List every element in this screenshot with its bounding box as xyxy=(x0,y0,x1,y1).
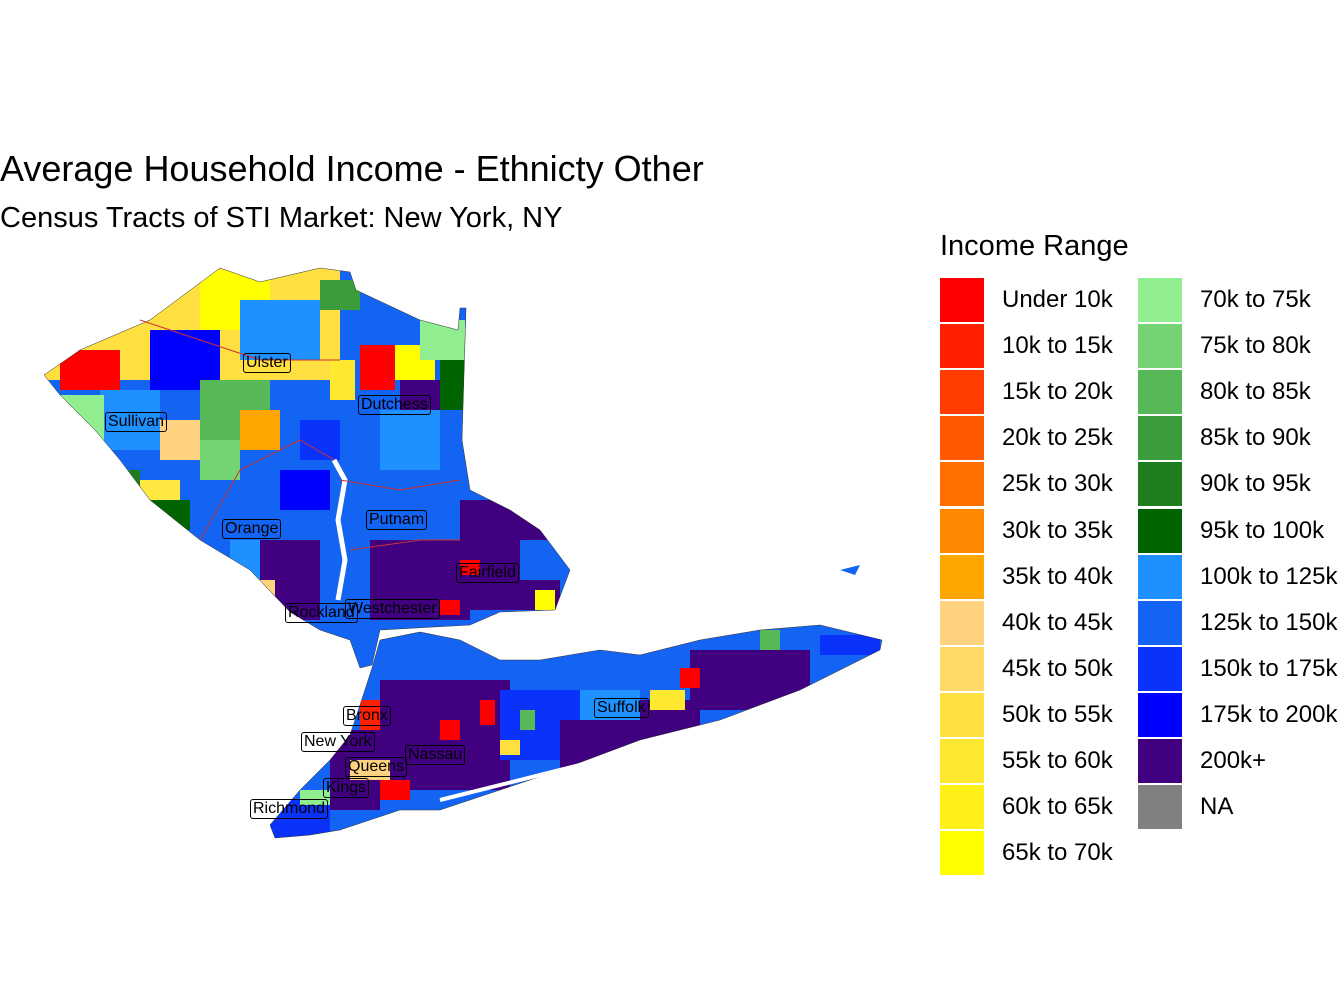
legend-label: NA xyxy=(1200,793,1234,821)
legend-item: 85k to 90k xyxy=(1138,415,1311,461)
legend-label: 80k to 85k xyxy=(1200,378,1311,406)
legend-item: 200k+ xyxy=(1138,738,1266,784)
legend-label: 85k to 90k xyxy=(1200,424,1311,452)
legend-swatch xyxy=(940,508,984,553)
legend-label: 125k to 150k xyxy=(1200,608,1338,636)
legend-swatch xyxy=(1138,554,1182,599)
legend-label: 25k to 30k xyxy=(1002,470,1113,498)
legend-item: 15k to 20k xyxy=(940,369,1113,415)
legend-item: 70k to 75k xyxy=(1138,277,1311,323)
legend-item: 50k to 55k xyxy=(940,692,1113,738)
county-label-new-york: New York xyxy=(301,732,375,752)
legend-item: 55k to 60k xyxy=(940,738,1113,784)
county-label-westchester: Westchester xyxy=(345,599,440,619)
legend-item: 65k to 70k xyxy=(940,830,1113,876)
county-label-ulster: Ulster xyxy=(243,353,291,373)
county-label-richmond: Richmond xyxy=(250,799,329,819)
legend-item: 95k to 100k xyxy=(1138,508,1324,554)
legend-swatch xyxy=(940,785,984,830)
legend-label: 150k to 175k xyxy=(1200,654,1338,682)
legend-label: 15k to 20k xyxy=(1002,378,1113,406)
legend-item: 30k to 35k xyxy=(940,508,1113,554)
county-label-kings: Kings xyxy=(323,778,370,798)
legend-label: 175k to 200k xyxy=(1200,700,1338,728)
county-label-nassau: Nassau xyxy=(405,745,466,765)
legend-label: 10k to 15k xyxy=(1002,332,1113,360)
legend-swatch xyxy=(1138,416,1182,461)
legend-swatch xyxy=(940,600,984,645)
legend-swatch xyxy=(940,554,984,599)
legend-item: 80k to 85k xyxy=(1138,369,1311,415)
county-label-putnam: Putnam xyxy=(366,510,428,530)
legend-label: 70k to 75k xyxy=(1200,286,1311,313)
county-label-dutchess: Dutchess xyxy=(358,395,431,415)
legend-label: 55k to 60k xyxy=(1002,747,1113,774)
county-label-orange: Orange xyxy=(222,519,282,539)
legend-item: 60k to 65k xyxy=(940,784,1113,830)
legend-item: 10k to 15k xyxy=(940,323,1113,369)
legend-label: 20k to 25k xyxy=(1002,424,1113,452)
legend-swatch xyxy=(1138,646,1182,691)
legend-label: 40k to 45k xyxy=(1002,608,1113,636)
legend-item: 45k to 50k xyxy=(940,646,1113,692)
legend-label: 50k to 55k xyxy=(1002,700,1113,728)
legend-swatch xyxy=(1138,600,1182,645)
county-label-suffolk: Suffolk xyxy=(594,698,649,718)
legend-label: 30k to 35k xyxy=(1002,516,1113,544)
legend-item: 35k to 40k xyxy=(940,554,1113,600)
map-title: Average Household Income - Ethnicty Othe… xyxy=(0,148,704,189)
legend-swatch xyxy=(940,692,984,737)
legend-label: 100k to 125k xyxy=(1200,562,1338,590)
legend-label: 75k to 80k xyxy=(1200,332,1311,360)
legend-swatch xyxy=(1138,370,1182,415)
legend-label: 65k to 70k xyxy=(1002,839,1113,867)
legend-swatch xyxy=(940,646,984,691)
legend-label: 90k to 95k xyxy=(1200,470,1311,498)
county-label-bronx: Bronx xyxy=(343,706,391,726)
legend-swatch xyxy=(940,370,984,415)
legend-item: 175k to 200k xyxy=(1138,692,1337,738)
county-label-fairfield: Fairfield xyxy=(456,563,519,583)
legend-label: 95k to 100k xyxy=(1200,516,1325,544)
legend-label: 35k to 40k xyxy=(1002,562,1113,590)
legend-swatch xyxy=(1138,508,1182,553)
legend-item: NA xyxy=(1138,784,1233,830)
legend-label: 45k to 50k xyxy=(1002,654,1113,682)
legend-label: Under 10k xyxy=(1002,286,1113,313)
legend-swatch xyxy=(1138,462,1182,507)
legend-swatch xyxy=(940,462,984,507)
legend-label: 60k to 65k xyxy=(1002,793,1113,821)
county-label-rockland: Rockland xyxy=(285,603,358,623)
legend-item: 40k to 45k xyxy=(940,600,1113,646)
map-subtitle: Census Tracts of STI Market: New York, N… xyxy=(0,202,563,234)
legend-item: 150k to 175k xyxy=(1138,646,1337,692)
legend-swatch xyxy=(1138,278,1182,322)
legend-title: Income Range xyxy=(940,230,1129,262)
legend-item: 75k to 80k xyxy=(1138,323,1311,369)
choropleth-map xyxy=(43,267,883,839)
legend-label: 200k+ xyxy=(1200,747,1267,774)
legend-swatch xyxy=(940,831,984,876)
legend-item: 90k to 95k xyxy=(1138,461,1311,507)
legend-swatch xyxy=(1138,785,1182,830)
legend-item: 100k to 125k xyxy=(1138,554,1337,600)
legend-item: Under 10k xyxy=(940,277,1113,323)
legend-swatch xyxy=(1138,739,1182,783)
legend-item: 25k to 30k xyxy=(940,461,1113,507)
legend-item: 20k to 25k xyxy=(940,415,1113,461)
legend-swatch xyxy=(940,324,984,369)
legend-swatch xyxy=(940,739,984,783)
legend-swatch xyxy=(940,278,984,322)
legend-swatch xyxy=(1138,324,1182,369)
legend-item: 125k to 150k xyxy=(1138,600,1337,646)
legend-swatch xyxy=(940,416,984,461)
county-label-queens: Queens xyxy=(345,757,408,777)
county-label-sullivan: Sullivan xyxy=(105,412,168,432)
legend-swatch xyxy=(1138,692,1182,737)
